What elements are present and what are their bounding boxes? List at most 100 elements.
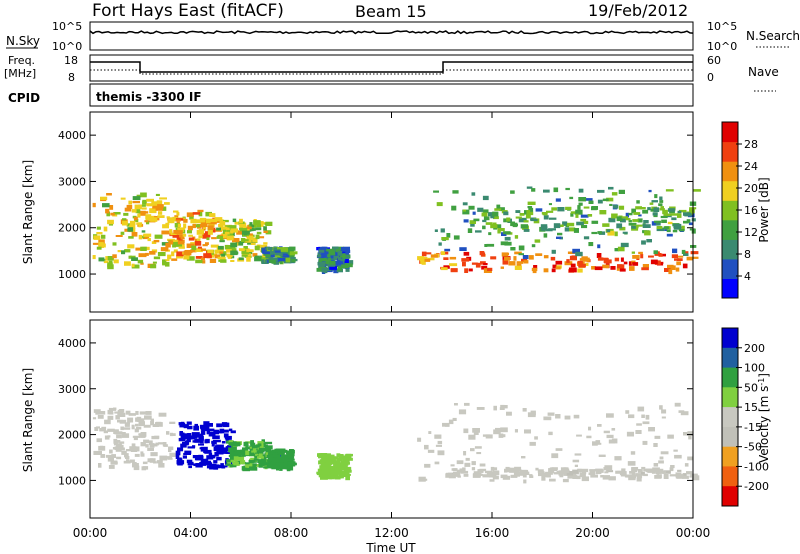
velocity-cell	[572, 459, 580, 463]
power-cell	[196, 238, 201, 241]
power-cell	[670, 213, 679, 216]
power-cell	[671, 217, 677, 221]
velocity-cell	[120, 426, 124, 431]
velocity-cell	[250, 440, 254, 445]
power-cell	[273, 247, 277, 250]
power-cell	[327, 257, 331, 262]
power-cell	[648, 255, 654, 258]
velocity-y-tick-label: 4000	[58, 337, 86, 350]
velocity-cell	[683, 432, 688, 436]
power-cell	[258, 236, 265, 239]
velocity-cell	[687, 431, 694, 436]
power-cell	[618, 189, 625, 194]
power-cell	[145, 252, 149, 256]
power-cell	[646, 239, 652, 243]
velocity-cell	[186, 421, 192, 425]
power-cell	[182, 233, 187, 237]
velocity-cell	[231, 451, 238, 456]
power-cell	[343, 246, 350, 252]
power-cell	[232, 238, 240, 243]
velocity-y-tick-label: 1000	[58, 474, 86, 487]
power-cell	[162, 224, 169, 229]
velocity-cell	[121, 433, 130, 438]
velocity-cell	[510, 467, 516, 473]
velocity-cell	[286, 465, 294, 471]
power-cell	[98, 257, 105, 262]
power-cell	[172, 216, 178, 222]
velocity-cell	[140, 453, 145, 457]
velocity-cell	[489, 479, 495, 482]
power-cell	[255, 227, 262, 231]
power-cell	[127, 227, 134, 232]
velocity-cell	[600, 469, 604, 473]
velocity-cell	[555, 448, 563, 451]
power-cell	[173, 229, 177, 234]
power-cell	[485, 222, 493, 225]
velocity-colorbar-swatch	[722, 407, 738, 428]
power-y-axis-label: Slant Range [km]	[21, 160, 35, 264]
velocity-cells	[92, 402, 700, 484]
power-cell	[470, 222, 475, 227]
power-cell	[529, 211, 534, 216]
power-y-ticks: 1000 2000 3000 4000	[58, 129, 693, 281]
power-cell	[504, 236, 511, 241]
velocity-cell	[222, 422, 230, 428]
power-cell	[660, 215, 668, 219]
power-cell	[441, 237, 449, 241]
power-cell	[628, 222, 637, 226]
velocity-cell	[472, 428, 480, 433]
power-cell	[575, 209, 583, 215]
velocity-cell	[206, 430, 210, 435]
power-cell	[484, 244, 488, 247]
velocity-cell	[588, 426, 592, 431]
power-cell	[683, 212, 691, 216]
velocity-cell	[158, 442, 166, 445]
power-cell	[188, 234, 193, 237]
beam-label: Beam 15	[355, 2, 427, 21]
power-cell	[226, 235, 234, 241]
velocity-cell	[345, 457, 353, 461]
velocity-cell	[258, 453, 263, 458]
cpid-label: CPID	[8, 91, 40, 105]
velocity-cell	[549, 467, 554, 471]
velocity-cell	[104, 435, 110, 440]
power-cell	[107, 264, 114, 270]
velocity-cell	[118, 444, 124, 449]
power-cell	[482, 225, 486, 230]
power-cell	[209, 258, 217, 263]
power-cell	[270, 254, 274, 258]
power-cell	[246, 233, 253, 238]
velocity-cell	[242, 447, 249, 452]
velocity-cell	[690, 473, 698, 477]
velocity-cell	[344, 460, 349, 465]
velocity-cell	[132, 435, 140, 438]
velocity-cell	[346, 469, 352, 473]
velocity-cell	[145, 444, 149, 448]
power-cell	[486, 243, 495, 247]
velocity-cell	[248, 460, 254, 464]
power-cell	[534, 239, 541, 243]
velocity-cell	[595, 440, 601, 444]
velocity-cell	[590, 474, 598, 478]
velocity-cell	[608, 439, 616, 444]
velocity-cell	[114, 411, 121, 414]
velocity-cell	[437, 450, 445, 456]
velocity-cell	[629, 471, 636, 474]
power-cell	[120, 197, 126, 200]
power-cell	[616, 216, 623, 222]
velocity-cell	[639, 473, 644, 476]
power-cell	[575, 251, 583, 257]
power-cell	[98, 239, 105, 244]
power-cell	[602, 223, 610, 227]
power-cell	[477, 207, 484, 212]
velocity-cell	[187, 433, 192, 438]
power-cell	[141, 207, 147, 210]
power-cell	[140, 192, 147, 198]
velocity-cell	[567, 475, 573, 479]
power-cell	[121, 250, 126, 255]
power-cell	[193, 219, 201, 224]
power-cell	[659, 196, 663, 201]
velocity-cell	[529, 475, 534, 478]
power-cell	[216, 236, 221, 239]
velocity-cell	[624, 474, 631, 478]
